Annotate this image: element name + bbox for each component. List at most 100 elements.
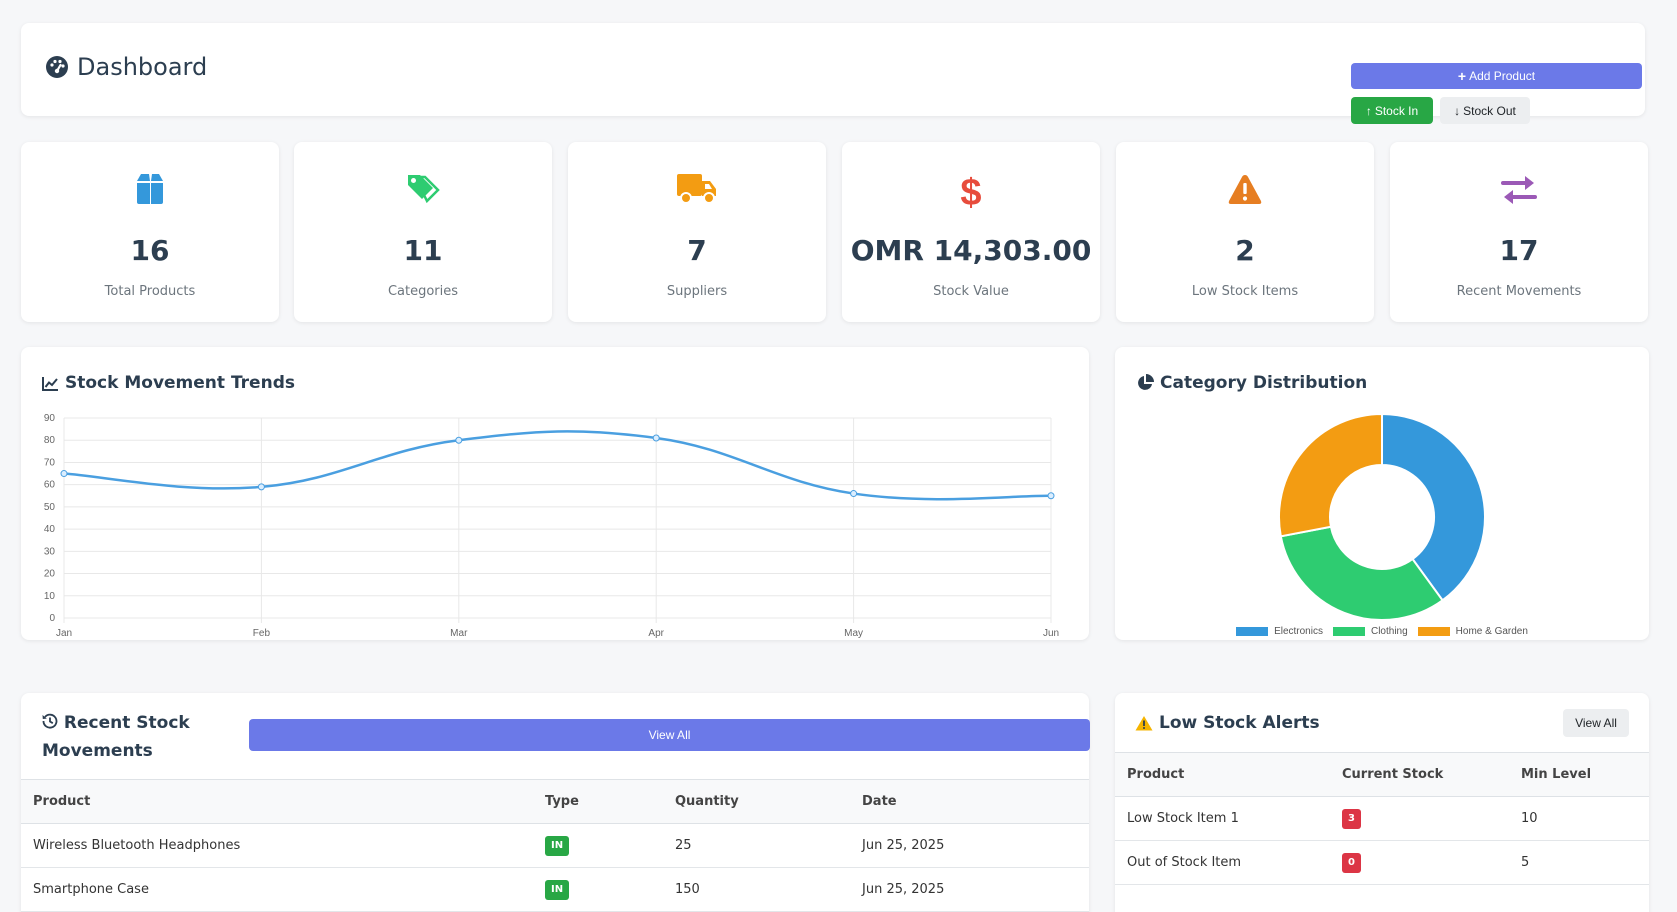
category-title-text: Category Distribution [1160, 373, 1368, 393]
stat-label: Total Products [104, 284, 196, 299]
table-row[interactable]: Out of Stock Item 0 5 [1115, 840, 1649, 885]
recent-movements-card: Recent Stock Movements View All Product … [21, 693, 1090, 912]
table-row[interactable]: Wireless Bluetooth Headphones IN 25 Jun … [21, 823, 1089, 868]
product-cell: Out of Stock Item [1115, 840, 1330, 885]
product-cell: Low Stock Item 1 [1115, 796, 1330, 841]
stock-out-label: Stock Out [1463, 103, 1516, 118]
stat-value: 2 [1235, 234, 1255, 267]
x-tick-label: Mar [450, 628, 468, 639]
column-header[interactable]: Date [850, 779, 1089, 824]
truck-icon [677, 174, 716, 204]
dollar-icon: $ [960, 172, 981, 210]
movements-title: Recent Stock Movements [42, 709, 190, 765]
table-row[interactable]: Smartphone Case IN 150 Jun 25, 2025 [21, 867, 1089, 912]
min-level-cell: 10 [1509, 796, 1649, 841]
y-tick-label: 50 [44, 502, 56, 513]
stock-in-button[interactable]: ↑ Stock In [1351, 97, 1433, 124]
data-point[interactable] [850, 490, 858, 498]
line-chart-icon [42, 376, 58, 391]
column-header[interactable]: Current Stock [1330, 752, 1509, 797]
arrow-down-icon: ↓ [1454, 103, 1461, 118]
donut-slice[interactable] [1381, 412, 1486, 602]
stat-label: Recent Movements [1456, 284, 1582, 299]
stat-value: OMR 14,303.00 [850, 234, 1092, 267]
trend-line-chart: 0 10 20 30 40 50 60 70 80 90 Jan Feb Mar Apr May Jun [44, 413, 1059, 639]
stat-card-suppliers: 7 Suppliers [568, 142, 826, 322]
legend-swatch [1417, 627, 1450, 636]
tags-icon [408, 175, 440, 204]
plus-icon: + [1457, 68, 1467, 84]
y-tick-label: 90 [44, 413, 56, 424]
stat-value: 17 [1499, 234, 1539, 267]
x-tick-label: Jun [1043, 628, 1059, 639]
data-point[interactable] [60, 470, 68, 478]
stat-card-total-products: 16 Total Products [21, 142, 279, 322]
trends-title: Stock Movement Trends [42, 373, 295, 393]
quantity-cell: 150 [663, 867, 850, 912]
page-title: Dashboard [77, 53, 208, 81]
y-tick-label: 10 [44, 591, 56, 602]
y-tick-label: 30 [44, 546, 56, 557]
x-tick-label: Feb [253, 628, 271, 639]
page-header: Dashboard + Add Product ↑ Stock In ↓ Sto… [21, 23, 1645, 124]
column-header[interactable]: Min Level [1509, 752, 1649, 797]
data-point[interactable] [652, 434, 660, 442]
y-tick-label: 0 [49, 613, 55, 624]
column-header[interactable]: Quantity [663, 779, 850, 824]
stat-label: Suppliers [666, 284, 728, 299]
view-all-movements-button[interactable]: View All [249, 719, 1090, 751]
donut-slice[interactable] [1279, 525, 1444, 621]
y-tick-label: 80 [44, 435, 56, 446]
legend-label: Home & Garden [1455, 626, 1528, 637]
donut-slice[interactable] [1278, 412, 1383, 538]
movements-title-line2: Movements [42, 741, 153, 761]
current-stock-cell: 3 [1330, 796, 1509, 841]
pie-chart-icon [1138, 374, 1154, 390]
stat-value: 7 [687, 234, 707, 267]
current-stock-badge: 3 [1342, 808, 1361, 829]
stat-label: Categories [387, 284, 459, 299]
stat-card-recent-movements: 17 Recent Movements [1390, 142, 1648, 322]
add-product-label: Add Product [1469, 69, 1536, 83]
x-tick-label: Jan [56, 628, 72, 639]
movements-title-line1: Recent Stock [63, 713, 190, 733]
stat-label: Stock Value [933, 284, 1009, 299]
type-badge: IN [545, 879, 570, 900]
tachometer-icon [46, 56, 68, 78]
legend-item[interactable]: Clothing [1332, 626, 1408, 637]
y-tick-label: 20 [44, 569, 56, 580]
exchange-icon [1501, 176, 1537, 204]
stat-value: 16 [130, 234, 170, 267]
legend-item[interactable]: Home & Garden [1417, 626, 1528, 637]
date-cell: Jun 25, 2025 [850, 823, 1089, 868]
history-icon [42, 713, 58, 729]
series-line [63, 430, 1052, 501]
column-header[interactable]: Type [533, 779, 663, 824]
current-stock-badge: 0 [1342, 852, 1361, 873]
x-tick-label: May [844, 628, 863, 639]
min-level-cell: 5 [1509, 840, 1649, 885]
low-stock-title-text: Low Stock Alerts [1159, 713, 1320, 733]
column-header[interactable]: Product [21, 779, 533, 824]
data-point[interactable] [257, 483, 265, 491]
box-icon [137, 174, 163, 204]
category-distribution-card: Category Distribution Electronics Clothi… [1115, 347, 1649, 640]
y-tick-label: 60 [44, 480, 56, 491]
view-all-low-stock-button[interactable]: View All [1563, 709, 1629, 737]
add-product-button[interactable]: + Add Product [1351, 63, 1642, 89]
data-point[interactable] [1047, 492, 1055, 500]
legend-item[interactable]: Electronics [1236, 626, 1323, 637]
data-point[interactable] [455, 436, 463, 444]
column-header[interactable]: Product [1115, 752, 1330, 797]
y-tick-label: 70 [44, 457, 56, 468]
table-row[interactable]: Low Stock Item 1 3 10 [1115, 796, 1649, 841]
low-stock-alerts-card: Low Stock Alerts View All Product Curren… [1115, 693, 1649, 912]
low-stock-table: Product Current Stock Min Level Low Stoc… [1115, 752, 1649, 885]
stock-out-button[interactable]: ↓ Stock Out [1440, 97, 1530, 124]
trends-title-text: Stock Movement Trends [65, 373, 295, 393]
stat-card-categories: 11 Categories [294, 142, 552, 322]
type-cell: IN [533, 823, 663, 868]
y-tick-label: 40 [44, 524, 56, 535]
current-stock-cell: 0 [1330, 840, 1509, 885]
stat-card-low-stock: 2 Low Stock Items [1116, 142, 1374, 322]
